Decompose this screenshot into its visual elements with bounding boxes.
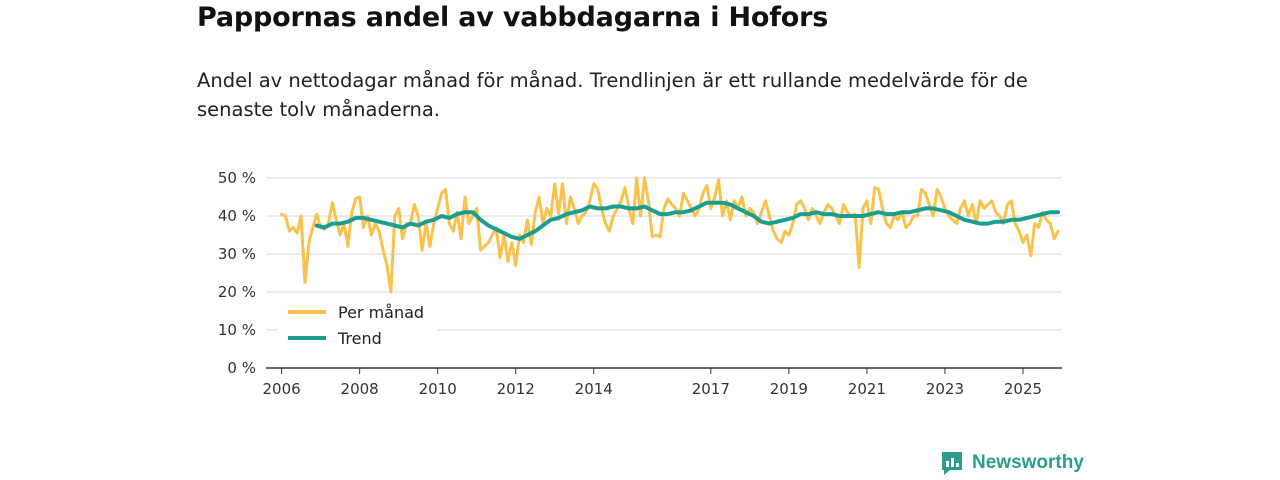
brand-name: Newsworthy	[972, 452, 1084, 473]
x-tick-label: 2010	[419, 380, 457, 398]
series-lines	[280, 176, 1061, 294]
y-tick-label: 10 %	[218, 321, 256, 339]
x-tick-label: 2021	[848, 380, 886, 398]
y-tick-label: 30 %	[218, 245, 256, 263]
y-tick-label: 50 %	[218, 169, 256, 187]
x-tick-label: 2023	[926, 380, 964, 398]
x-tick-label: 2025	[1004, 380, 1042, 398]
legend-label-per-manad: Per månad	[338, 303, 424, 322]
x-tick-label: 2019	[770, 380, 808, 398]
newsworthy-logo-icon	[942, 452, 962, 475]
chart-subtitle: Andel av nettodagar månad för månad. Tre…	[197, 69, 1028, 121]
legend-label-trend: Trend	[337, 329, 382, 348]
x-tick-label: 2012	[497, 380, 535, 398]
legend: Per månad Trend	[278, 298, 438, 354]
legend-background	[278, 298, 438, 354]
series-line-per-manad	[280, 176, 1060, 294]
y-tick-label: 40 %	[218, 207, 256, 225]
chart-title: Pappornas andel av vabbdagarna i Hofors	[197, 2, 829, 33]
brand-logo: Newsworthy	[940, 450, 1084, 476]
x-tick-label: 2006	[263, 380, 301, 398]
x-tick-label: 2008	[341, 380, 379, 398]
y-tick-label: 20 %	[218, 283, 256, 301]
axes: 0 % 10 % 20 % 30 % 40 % 50 % 2006 2008 2010 2012 2…	[218, 169, 1062, 398]
y-tick-label: 0 %	[227, 359, 256, 377]
x-tick-label: 2014	[575, 380, 613, 398]
x-tick-label: 2017	[692, 380, 730, 398]
series-line-trend	[314, 200, 1061, 241]
